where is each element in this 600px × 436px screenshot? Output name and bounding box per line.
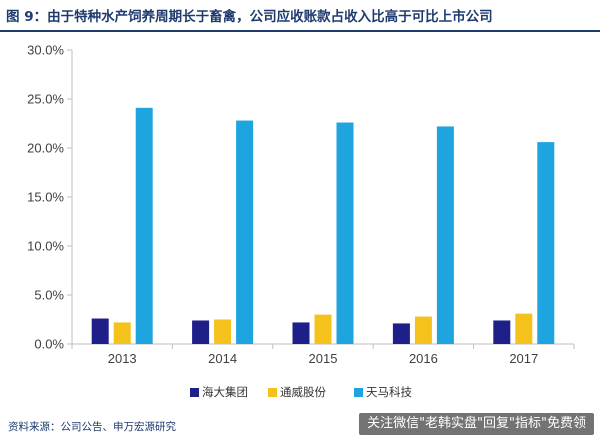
x-tick-label: 2016 — [409, 351, 438, 366]
figure-title: 图 9：由于特种水产饲养周期长于畜禽，公司应收账款占收入比高于可比上市公司 — [6, 9, 493, 25]
bar-1-2014 — [192, 320, 210, 344]
legend-label: 通威股份 — [280, 385, 326, 399]
bar-chart: 0.0%5.0%10.0%15.0%20.0%25.0%30.0% 2013 20… — [27, 43, 575, 366]
bar-3-2016 — [436, 126, 454, 344]
bars — [91, 107, 555, 345]
bar-2-2013 — [113, 322, 131, 344]
bar-1-2015 — [292, 322, 310, 344]
legend-item: 通威股份 — [268, 382, 326, 402]
legend-swatch — [190, 387, 199, 397]
x-tick-label: 2014 — [208, 351, 237, 366]
legend-label: 天马科技 — [366, 385, 412, 399]
y-tick-label: 15.0% — [27, 190, 64, 205]
x-axis: 2013 2014 2015 2016 2017 — [71, 343, 575, 366]
bar-3-2014 — [236, 120, 254, 344]
bar-2-2017 — [515, 313, 533, 344]
bar-3-2015 — [336, 122, 354, 345]
x-tick-label: 2017 — [509, 351, 538, 366]
bar-2-2016 — [414, 316, 432, 344]
legend-item: 海大集团 — [190, 382, 248, 402]
bar-1-2017 — [493, 320, 511, 344]
bar-1-2013 — [91, 318, 109, 344]
y-tick-label: 0.0% — [34, 337, 64, 352]
legend-swatch — [354, 387, 363, 397]
legend-item: 天马科技 — [354, 382, 412, 402]
y-tick-label: 25.0% — [27, 92, 64, 107]
bar-3-2013 — [135, 107, 153, 344]
y-tick-label: 10.0% — [27, 239, 64, 254]
bar-3-2017 — [537, 142, 555, 344]
watermark-banner: 关注微信"老韩实盘"回复"指标"免费领 — [359, 413, 594, 435]
chart-legend: 海大集团 通威股份 天马科技 — [0, 382, 600, 402]
bar-1-2016 — [392, 323, 410, 344]
legend-swatch — [268, 387, 277, 397]
y-tick-label: 5.0% — [34, 288, 64, 303]
x-tick-label: 2013 — [108, 351, 137, 366]
y-tick-label: 30.0% — [27, 43, 64, 58]
y-axis: 0.0% 5.0% 10.0% 15.0% 20.0% 25.0% 30.0% — [27, 43, 73, 352]
legend-label: 海大集团 — [202, 385, 248, 399]
bar-2-2014 — [214, 319, 232, 344]
x-tick-label: 2015 — [309, 351, 338, 366]
bar-2-2015 — [314, 314, 332, 344]
title-divider — [0, 30, 600, 32]
source-note: 资料来源：公司公告、申万宏源研究 — [8, 421, 176, 433]
y-tick-label: 20.0% — [27, 141, 64, 156]
